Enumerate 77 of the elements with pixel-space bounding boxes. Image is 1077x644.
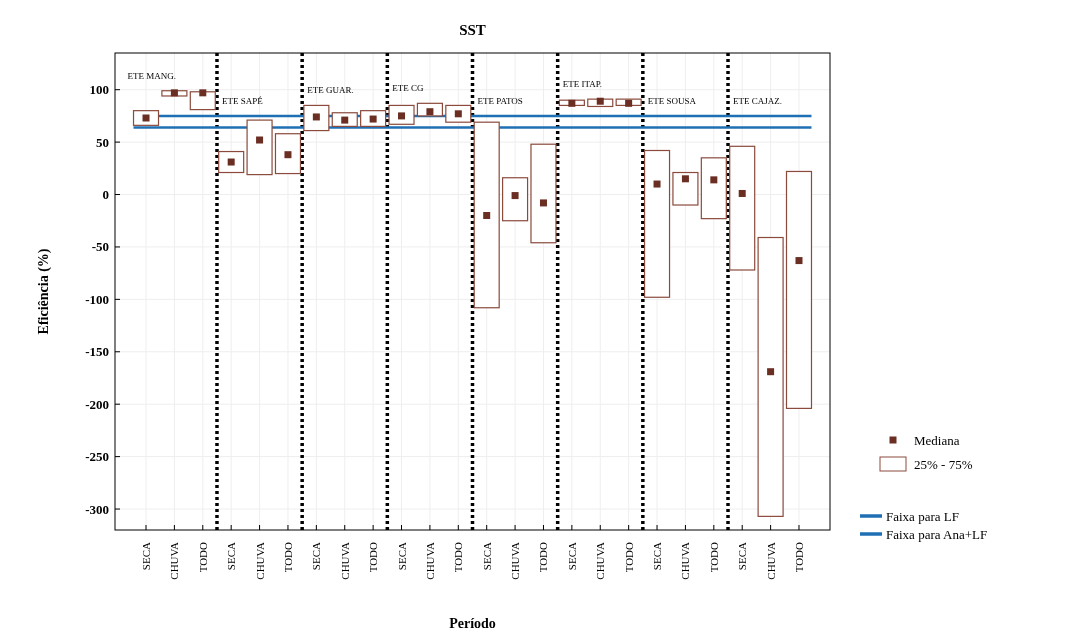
y-tick-label: 50: [96, 134, 109, 150]
point: [511, 192, 519, 200]
point: [199, 89, 207, 97]
bar: [785, 170, 813, 409]
bar: [189, 91, 216, 111]
x-tick-label: TODO: [537, 541, 550, 573]
x-tick-label: SECA: [651, 541, 664, 571]
y-axis-title: Eficiência (%): [36, 248, 52, 335]
annotation: ETE MANG.: [127, 70, 177, 81]
bar: [303, 104, 330, 132]
x-tick-label: CHUVA: [509, 541, 522, 580]
x-tick-label: SECA: [565, 541, 578, 571]
bar: [757, 236, 784, 517]
bar: [473, 121, 500, 309]
x-tick-label: CHUVA: [679, 541, 692, 580]
x-tick-label: CHUVA: [168, 541, 181, 580]
x-tick-label: TODO: [196, 541, 209, 573]
point: [795, 257, 803, 265]
x-axis-title: Período: [449, 616, 496, 631]
point: [539, 199, 547, 207]
y-tick-label: -50: [91, 239, 109, 255]
x-tick-label: CHUVA: [764, 541, 777, 580]
chart-title: SST: [459, 22, 486, 38]
y-tick-label: -300: [85, 501, 109, 517]
annotation: ETE CG: [392, 83, 425, 94]
x-tick-label: TODO: [452, 541, 465, 573]
x-tick-label: SECA: [225, 541, 238, 571]
bar: [274, 133, 302, 175]
legend-label: Mediana: [914, 432, 960, 448]
x-tick-label: SECA: [480, 541, 493, 571]
y-tick-label: -200: [85, 396, 109, 412]
x-tick-label: SECA: [140, 541, 153, 571]
legend-label: Faixa para Ana+LF: [886, 526, 988, 542]
x-tick-label: CHUVA: [338, 541, 351, 580]
annotation: ETE SOUSA: [647, 95, 697, 106]
bar: [218, 150, 245, 174]
bar: [672, 171, 699, 206]
bar: [643, 149, 671, 298]
y-tick-label: 0: [102, 187, 109, 203]
point: [653, 180, 661, 188]
x-tick-label: SECA: [395, 541, 408, 571]
annotation: ETE ITAP.: [562, 79, 602, 90]
point: [738, 189, 746, 197]
x-tick-label: CHUVA: [253, 541, 266, 580]
point: [483, 212, 491, 219]
annotation: ETE CAJAZ.: [733, 95, 783, 106]
point: [625, 99, 633, 107]
point: [170, 89, 178, 97]
annotation: ETE PATOS: [477, 95, 523, 106]
y-tick-label: -100: [85, 291, 109, 307]
legend-label: Faixa para LF: [886, 508, 959, 524]
legend-label: 25% - 75%: [914, 456, 973, 472]
y-tick-label: -250: [85, 449, 109, 465]
x-tick-label: TODO: [367, 541, 380, 573]
x-tick-label: CHUVA: [594, 541, 607, 580]
annotation: ETE SAPÉ: [221, 95, 264, 106]
x-tick-label: SECA: [736, 541, 749, 571]
x-tick-label: TODO: [622, 541, 635, 573]
point: [256, 136, 264, 144]
bar: [729, 145, 756, 271]
point: [568, 99, 576, 107]
y-tick-label: -150: [85, 344, 109, 360]
bar: [700, 157, 727, 220]
x-tick-label: TODO: [792, 541, 805, 573]
bar: [501, 177, 529, 222]
x-tick-label: TODO: [281, 541, 294, 573]
annotation: ETE GUAR.: [307, 85, 354, 96]
x-tick-label: TODO: [707, 541, 720, 573]
bar: [530, 143, 557, 244]
point: [767, 368, 775, 376]
y-tick-label: 100: [89, 82, 109, 98]
x-tick-label: CHUVA: [423, 541, 436, 580]
x-tick-label: SECA: [310, 541, 323, 571]
point: [681, 175, 689, 183]
bar: [246, 119, 273, 176]
point: [710, 176, 718, 184]
point: [284, 151, 292, 159]
